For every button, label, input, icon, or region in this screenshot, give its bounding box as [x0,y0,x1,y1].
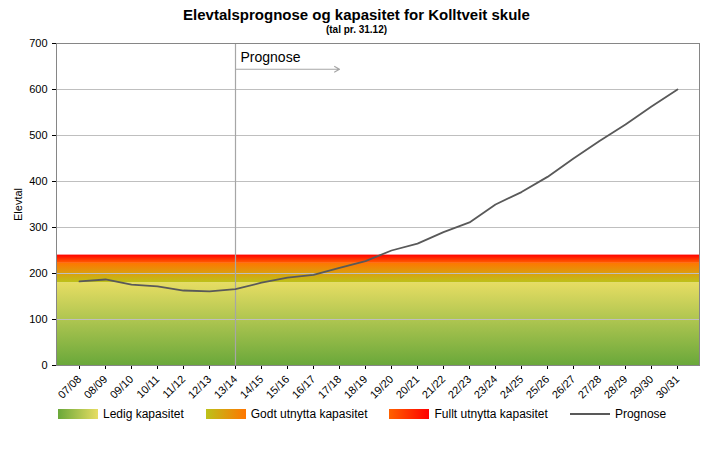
svg-text:22/23: 22/23 [445,373,473,401]
svg-text:29/30: 29/30 [627,373,655,401]
svg-text:07/08: 07/08 [55,373,83,401]
svg-text:600: 600 [29,83,47,95]
svg-text:23/24: 23/24 [471,373,499,401]
svg-text:20/21: 20/21 [393,373,421,401]
svg-text:500: 500 [29,129,47,141]
html-text:Godt utnytta kapasitet: Godt utnytta kapasitet [250,407,368,421]
html-text:Ledig kapasitet: Ledig kapasitet [103,407,184,421]
svg-text:10/11: 10/11 [134,373,161,400]
svg-text:25/26: 25/26 [523,373,551,401]
svg-text:Prognose: Prognose [241,49,301,65]
svg-text:14/15: 14/15 [237,373,265,401]
html-text:Prognose: Prognose [614,407,667,421]
svg-text:200: 200 [29,267,47,279]
svg-text:13/14: 13/14 [211,373,239,401]
html-text:Fullt utnytta kapasitet: Fullt utnytta kapasitet [434,407,548,421]
svg-text:26/27: 26/27 [549,373,577,401]
svg-text:24/25: 24/25 [497,373,525,401]
svg-text:28/29: 28/29 [601,373,629,401]
svg-text:15/16: 15/16 [263,373,291,401]
svg-text:21/22: 21/22 [419,373,447,401]
svg-text:0: 0 [41,359,47,371]
svg-text:27/28: 27/28 [575,373,603,401]
html-text:(tal pr. 31.12): (tal pr. 31.12) [325,24,388,35]
svg-text:16/17: 16/17 [289,373,317,401]
svg-text:30/31: 30/31 [653,373,681,401]
svg-text:08/09: 08/09 [81,373,109,401]
svg-text:18/19: 18/19 [341,373,369,401]
svg-text:09/10: 09/10 [107,373,135,401]
svg-text:11/12: 11/12 [160,373,187,400]
svg-text:100: 100 [29,313,47,325]
svg-text:Elevtal: Elevtal [12,188,24,221]
svg-text:17/18: 17/18 [315,373,343,401]
svg-text:400: 400 [29,175,47,187]
svg-text:700: 700 [29,37,47,49]
svg-text:12/13: 12/13 [185,373,213,401]
html-text:Elevtalsprognose og kapasitet: Elevtalsprognose og kapasitet for Kolltv… [183,6,530,23]
svg-text:19/20: 19/20 [367,373,395,401]
svg-text:300: 300 [29,221,47,233]
